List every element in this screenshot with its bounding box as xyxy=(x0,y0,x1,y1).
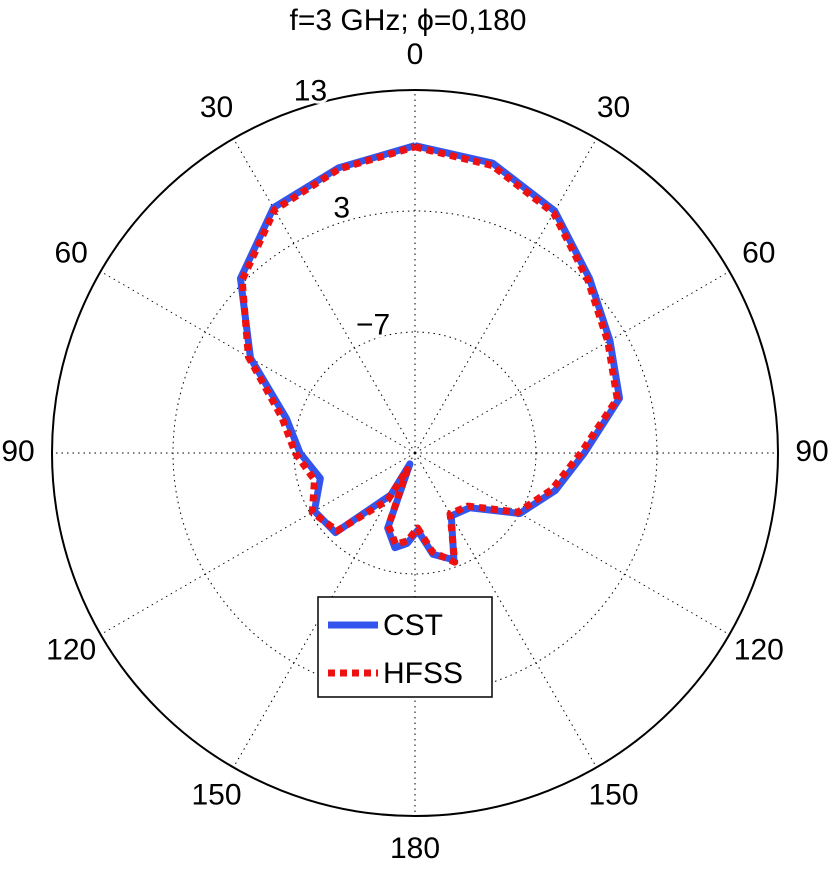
series-line xyxy=(236,142,624,564)
angle-label: 120 xyxy=(734,633,784,666)
chart-title: f=3 GHz; ϕ=0,180 xyxy=(290,4,527,37)
angle-label: 60 xyxy=(742,236,775,269)
grid-ray xyxy=(414,271,730,454)
angle-label: 150 xyxy=(588,779,638,812)
series-line xyxy=(238,143,621,566)
angle-label: 30 xyxy=(597,91,630,124)
grid-ray xyxy=(414,138,597,454)
grid-ray xyxy=(100,452,416,635)
grid-ring xyxy=(293,331,537,575)
angle-label: 30 xyxy=(200,91,233,124)
r-tick-label: −7 xyxy=(356,308,390,341)
outer-ring xyxy=(51,89,779,817)
r-tick-label: 13 xyxy=(294,75,327,108)
grid-ray xyxy=(233,138,416,454)
angle-label: 180 xyxy=(390,832,440,865)
angle-label: 90 xyxy=(795,435,828,468)
angle-label: 90 xyxy=(1,435,34,468)
grid-ray xyxy=(100,271,416,454)
grid-ray xyxy=(414,452,730,635)
legend-label: HFSS xyxy=(383,657,463,690)
legend-box xyxy=(317,596,493,698)
angle-label: 60 xyxy=(55,236,88,269)
grid-ray xyxy=(414,452,597,768)
legend-label: CST xyxy=(383,609,443,642)
angle-label: 120 xyxy=(46,633,96,666)
angle-label: 0 xyxy=(407,38,424,71)
angle-label: 150 xyxy=(191,779,241,812)
r-tick-label: 3 xyxy=(333,192,350,225)
